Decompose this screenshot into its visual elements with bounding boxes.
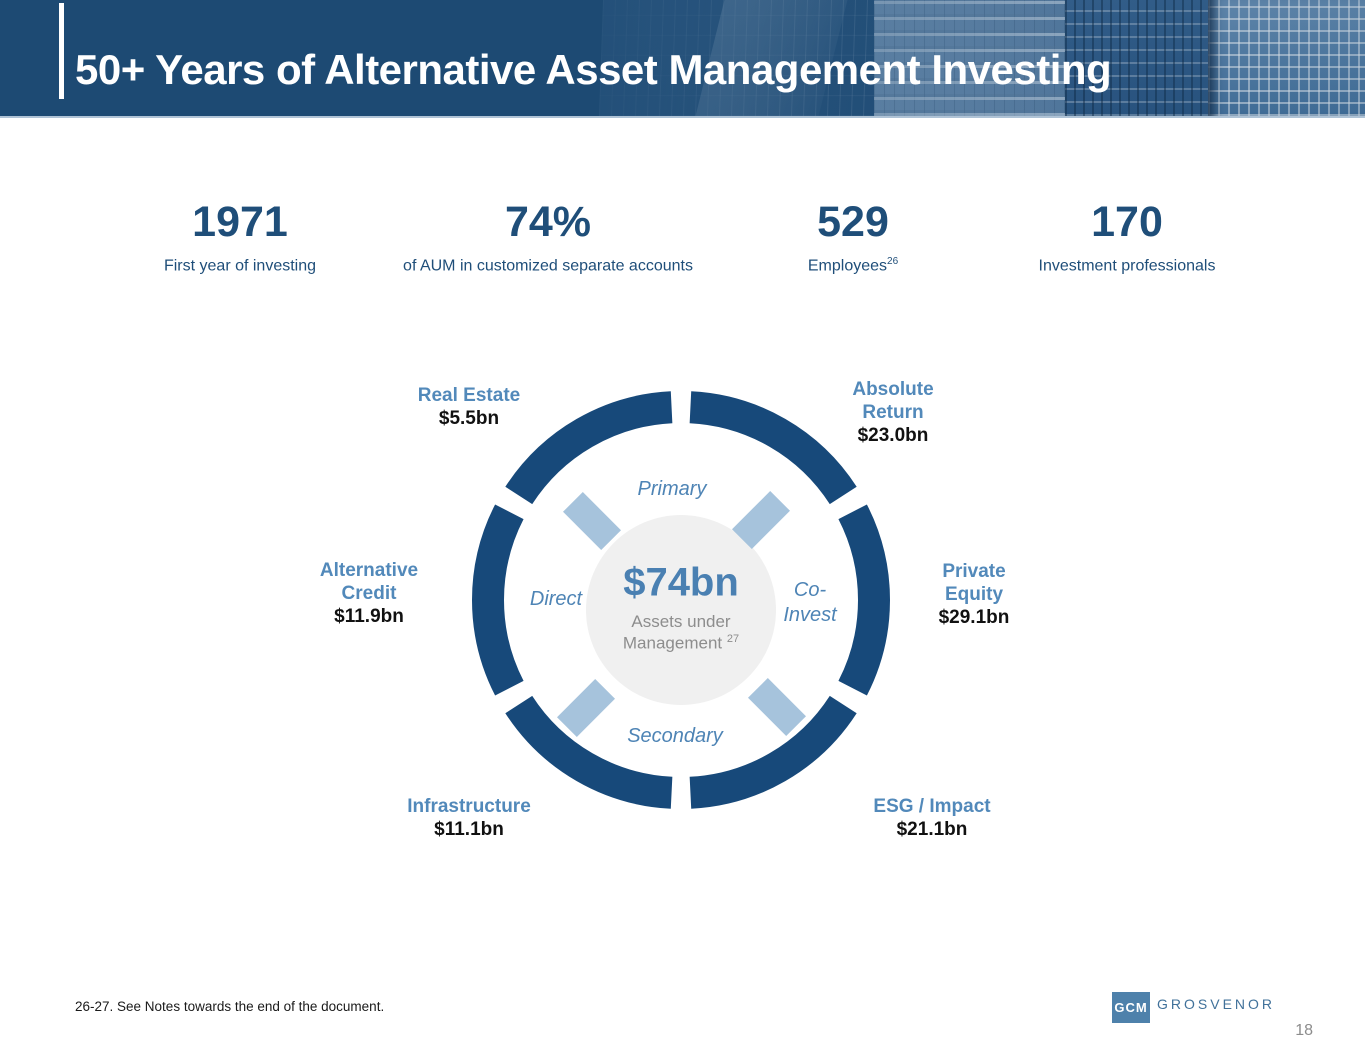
footnote-ref: 26 xyxy=(887,256,899,267)
ring-segment xyxy=(505,695,673,809)
stat-value: 170 xyxy=(1091,198,1163,246)
aum-total-value: $74bn xyxy=(623,560,739,605)
footnote: 26-27. See Notes towards the end of the … xyxy=(75,999,385,1014)
inner-label-primary: Primary xyxy=(637,478,707,500)
title-banner: 50+ Years of Alternative Asset Managemen… xyxy=(0,0,1365,118)
segment-label-absolute-return: Absolute Return $23.0bn xyxy=(852,379,934,446)
footnote-ref: 27 xyxy=(726,632,740,645)
stat-value: 529 xyxy=(817,198,889,246)
stat-label: Employees26 xyxy=(807,256,899,275)
segment-label-esg-impact: ESG / Impact $21.1bn xyxy=(873,796,991,840)
inner-label-direct: Direct xyxy=(529,588,583,610)
title-accent-bar xyxy=(59,3,64,99)
skyline-photo xyxy=(0,0,1365,116)
segment-label-private-equity: Private Equity $29.1bn xyxy=(938,561,1010,628)
banner-shade-overlay xyxy=(0,0,1365,116)
aum-caption: Assets under Management 27 xyxy=(622,611,740,653)
page-number: 18 xyxy=(1295,1022,1313,1039)
logo-grosvenor-text: GROSVENOR xyxy=(1157,996,1276,1012)
page-title: 50+ Years of Alternative Asset Managemen… xyxy=(75,46,1112,93)
ring-segment xyxy=(505,391,673,505)
stat-employees: 529 Employees26 xyxy=(808,201,898,275)
stat-value: 1971 xyxy=(192,198,288,246)
stat-value: 74% xyxy=(504,198,592,246)
gcm-grosvenor-logo: GCM GROSVENOR xyxy=(1112,992,1275,1023)
stat-label: Investment professionals xyxy=(1038,257,1216,275)
stat-aum-separate-accounts: 74% of AUM in customized separate accoun… xyxy=(403,201,693,275)
ring-segment xyxy=(689,391,857,505)
segmented-ring xyxy=(472,391,890,809)
ring-segment xyxy=(472,504,524,696)
segment-label-infrastructure: Infrastructure $11.1bn xyxy=(407,796,531,840)
segment-label-real-estate: Real Estate $5.5bn xyxy=(417,385,521,429)
center-circle xyxy=(586,515,776,705)
logo-gcm-box: GCM xyxy=(1112,992,1150,1023)
stat-investment-professionals: 170 Investment professionals xyxy=(1039,201,1216,275)
stat-first-year: 1971 First year of investing xyxy=(164,201,316,275)
stat-label: First year of investing xyxy=(163,257,317,275)
stat-label: of AUM in customized separate accounts xyxy=(403,257,693,275)
inner-label-co-invest: Co-Invest xyxy=(783,579,837,626)
ring-segment xyxy=(838,504,890,696)
inner-label-secondary: Secondary xyxy=(627,725,723,747)
ring-segment xyxy=(689,695,857,809)
segment-label-alternative-credit: Alternative Credit $11.9bn xyxy=(319,560,419,627)
